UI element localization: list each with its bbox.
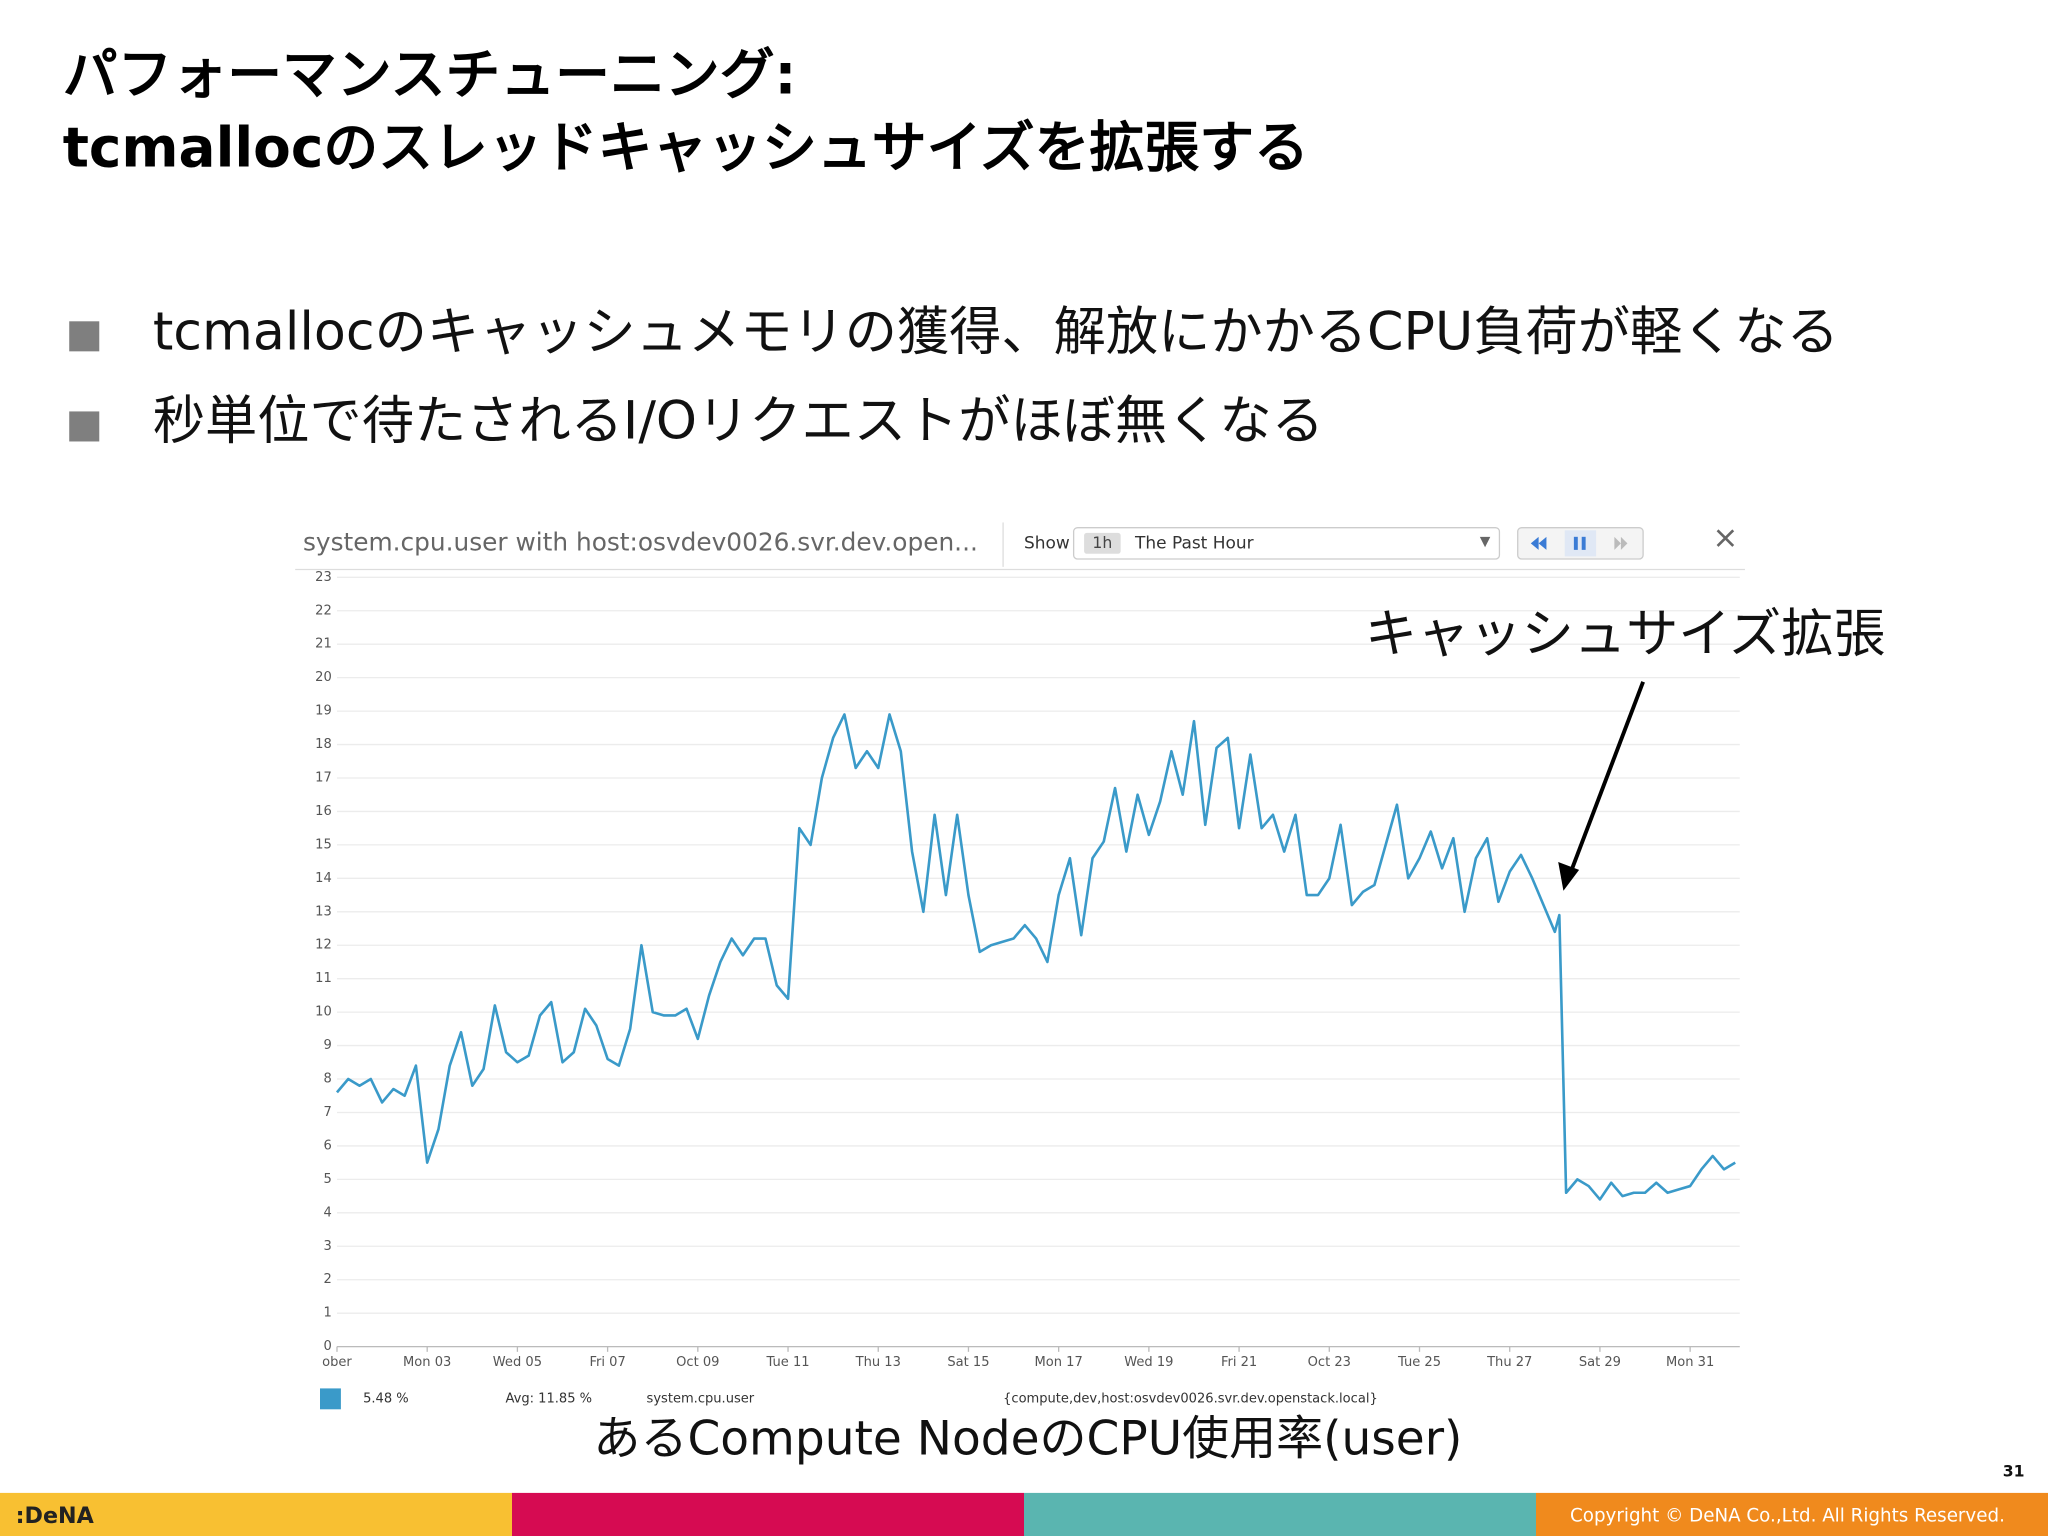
plot: 01234567891011121314151617181920212223ob… — [315, 570, 1740, 1370]
y-tick-label: 19 — [315, 704, 332, 719]
legend-scope: {compute,dev,host:osvdev0026.svr.dev.ope… — [1003, 1391, 1378, 1406]
pause-icon — [1573, 536, 1578, 550]
dropdown-arrow — [1479, 536, 1491, 548]
y-tick-label: 12 — [315, 938, 332, 953]
y-tick-label: 2 — [323, 1272, 331, 1287]
annotation: キャッシュサイズ拡張 — [1365, 604, 1886, 664]
x-tick-label: Tue 11 — [766, 1355, 810, 1370]
bullet: tcmallocのキャッシュメモリの獲得、解放にかかるCPU負荷が軽くなる — [153, 303, 1839, 363]
x-tick-label: ober — [322, 1355, 352, 1370]
y-tick-label: 20 — [315, 670, 332, 685]
x-tick-label: Fri 21 — [1221, 1355, 1257, 1370]
x-tick-label: Mon 31 — [1666, 1355, 1714, 1370]
x-tick-label: Oct 09 — [676, 1355, 719, 1370]
bullet-marker — [69, 321, 100, 352]
bullet-marker — [69, 411, 100, 442]
y-tick-label: 9 — [323, 1038, 331, 1053]
range-dropdown[interactable] — [1072, 527, 1501, 560]
y-tick-label: 11 — [315, 971, 332, 986]
rewind-button[interactable] — [1530, 536, 1539, 550]
forward-button[interactable] — [1614, 536, 1621, 550]
y-tick-label: 22 — [315, 603, 332, 618]
arrow-head — [1558, 862, 1580, 891]
y-tick-label: 23 — [315, 570, 332, 585]
rewind-button — [1538, 536, 1547, 550]
show-label: Show — [1024, 533, 1070, 553]
x-tick-label: Oct 23 — [1308, 1355, 1351, 1370]
y-tick-label: 16 — [315, 804, 332, 819]
slide-title: パフォーマンスチューニング: — [63, 42, 797, 106]
y-tick-label: 13 — [315, 904, 332, 919]
bullet: 秒単位で待たされるI/Oリクエストがほぼ無くなる — [153, 391, 1324, 451]
x-tick-label: Thu 13 — [855, 1355, 901, 1370]
x-tick-label: Sat 29 — [1579, 1355, 1621, 1370]
y-tick-label: 1 — [323, 1306, 331, 1321]
series-line — [335, 713, 1736, 1201]
legend-current: 5.48 % — [363, 1391, 409, 1406]
chart-title: system.cpu.user with host:osvdev0026.svr… — [303, 527, 978, 556]
footer-band — [0, 1492, 512, 1536]
y-tick-label: 21 — [315, 637, 332, 652]
y-tick-label: 8 — [323, 1072, 331, 1087]
annotation-arrow — [1566, 681, 1645, 879]
legend-swatch — [320, 1388, 341, 1410]
y-tick-label: 7 — [323, 1105, 331, 1120]
legend-avg: Avg: 11.85 % — [505, 1391, 592, 1406]
y-tick-label: 10 — [315, 1005, 332, 1020]
y-tick-label: 0 — [323, 1339, 331, 1354]
x-tick-label: Mon 03 — [403, 1355, 451, 1370]
y-tick-label: 14 — [315, 871, 332, 886]
footer-band — [512, 1492, 1024, 1536]
copyright: Copyright © DeNA Co.,Ltd. All Rights Res… — [1570, 1505, 2005, 1526]
range-badge — [1084, 532, 1121, 554]
x-tick-label: Mon 17 — [1035, 1355, 1083, 1370]
y-tick-label: 15 — [315, 837, 332, 852]
x-tick-label: Fri 07 — [589, 1355, 625, 1370]
x-tick-label: Tue 25 — [1397, 1355, 1441, 1370]
pause-button[interactable] — [1564, 530, 1597, 557]
legend-series: system.cpu.user — [647, 1391, 755, 1406]
x-tick-label: Wed 05 — [493, 1355, 542, 1370]
x-tick-label: Thu 27 — [1486, 1355, 1532, 1370]
page-number: 31 — [2003, 1462, 2025, 1481]
slide-title: tcmallocのスレッドキャッシュサイズを拡張する — [63, 116, 1309, 180]
footer-band — [1024, 1492, 1536, 1536]
y-tick-label: 6 — [323, 1138, 331, 1153]
range-text: The Past Hour — [1134, 533, 1254, 553]
close-button — [1716, 529, 1735, 547]
y-tick-label: 3 — [323, 1239, 331, 1254]
y-tick-label: 18 — [315, 737, 332, 752]
x-tick-label: Wed 19 — [1124, 1355, 1173, 1370]
caption: あるCompute NodeのCPU使用率(user) — [593, 1411, 1462, 1466]
y-tick-label: 17 — [315, 770, 332, 785]
range-short: 1h — [1092, 533, 1112, 552]
y-tick-label: 5 — [323, 1172, 331, 1187]
x-tick-label: Sat 15 — [947, 1355, 989, 1370]
forward-button — [1620, 536, 1628, 550]
y-tick-label: 4 — [323, 1205, 331, 1220]
footer-band — [1536, 1492, 2048, 1536]
pause-icon — [1581, 536, 1586, 550]
logo: :DeNA — [16, 1503, 95, 1529]
